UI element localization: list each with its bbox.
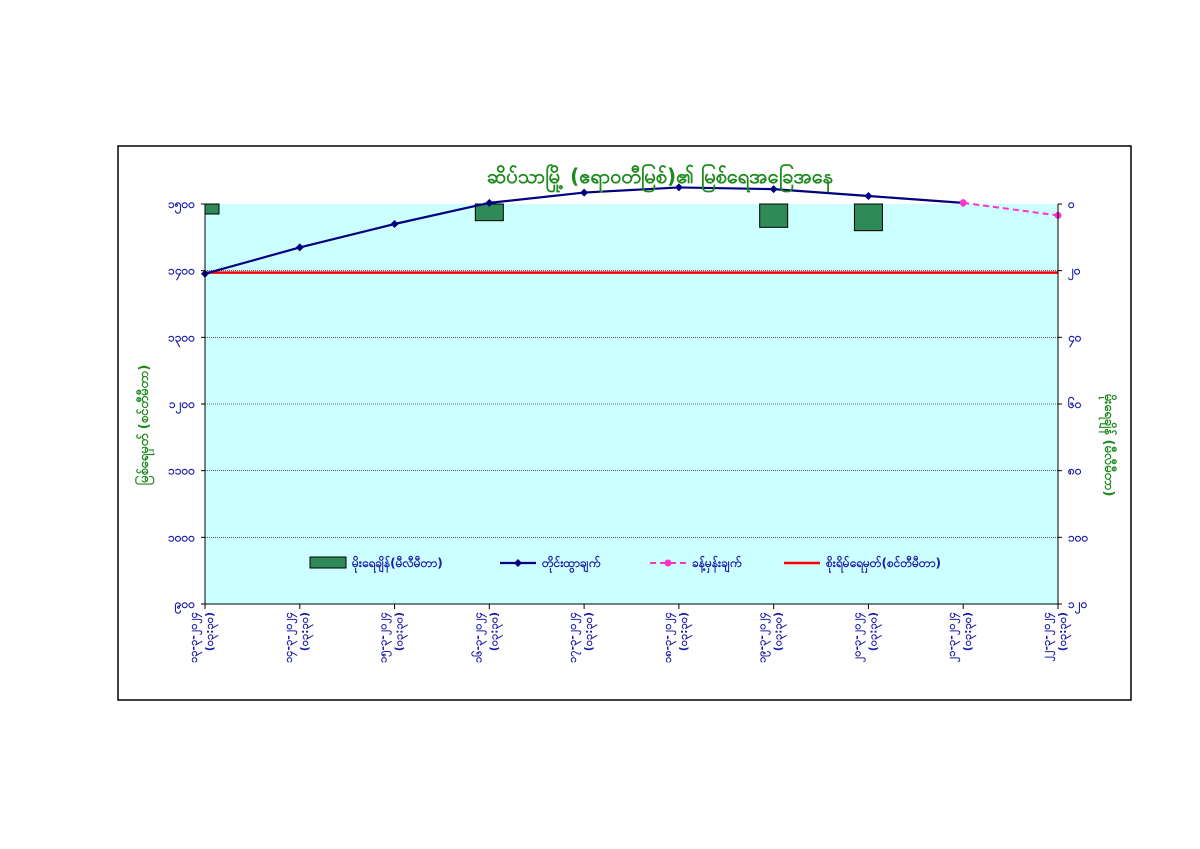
legend-observed-marker: [514, 559, 522, 567]
right-tick-label: ၀: [1067, 197, 1075, 211]
x-tick-date: ၁၉-၃-၂၀၂၄: [756, 612, 772, 663]
x-tick-date: ၁၈-၃-၂၀၂၄: [661, 612, 677, 663]
x-tick-time: (၀၃:၃၀): [772, 612, 788, 651]
observed-point: [580, 188, 589, 197]
x-axis-ticks: ၁၃-၃-၂၀၂၄ (၀၃:၃၀) ၁၄-၃-၂၀၂၄ (၀၃:၃၀) ၁၅-၃-၂၀၂…: [187, 604, 1072, 663]
left-tick-label: ၉၀၀: [174, 597, 196, 615]
x-tick-date: ၂၀-၃-၂၀၂၄: [850, 612, 866, 662]
legend-warning-label: စိုးရိမ်ရေမှတ်(စင်တီမီတာ): [825, 554, 941, 574]
left-axis-ticks: ၉၀၀ ၁၀၀၀ ၁၁၀၀ ၁၂၀၀ ၁၃၀၀ ၁၄၀၀ ၁၅၀၀: [168, 197, 205, 615]
left-tick-label: ၁၄၀၀: [168, 264, 195, 282]
x-tick-time: (၀၃:၃၀): [677, 612, 693, 651]
left-tick-label: ၁၂၀၀: [169, 397, 195, 415]
observed-point: [674, 183, 683, 192]
rainfall-bars: [204, 203, 883, 232]
observed-point: [864, 192, 873, 200]
x-tick-time: (၀၃:၃၀): [487, 612, 503, 651]
legend-forecast-marker: [664, 559, 672, 567]
x-tick-time: (၀၃:၃၀): [961, 612, 977, 651]
forecast-point: [959, 199, 967, 207]
right-tick-label: ၈၀: [1067, 464, 1082, 478]
rainfall-bar: [759, 203, 789, 228]
observed-point: [390, 220, 399, 228]
observed-point: [295, 243, 304, 252]
right-tick-label: ၆၀: [1067, 395, 1082, 411]
left-axis-label: မြစ်ရေမှတ် (စင်တီမီတာ): [134, 365, 155, 486]
right-tick-label: ၄၀: [1067, 330, 1082, 348]
x-tick-date: ၂၁-၃-၂၀၂၄: [945, 612, 961, 662]
right-tick-label: ၁၀၀: [1068, 530, 1089, 544]
legend-rainfall-swatch: [309, 556, 347, 569]
x-tick-date: ၁၃-၃-၂၀၂၄: [187, 612, 203, 663]
x-tick-date: ၁၆-၃-၂၀၂၄: [471, 612, 487, 663]
x-tick-time: (၀၃:၃၀): [393, 612, 409, 651]
right-axis-label: မိုးရေချိန် (မီလီမီတာ): [1098, 394, 1118, 497]
legend-rainfall-label: မိုးရေချိန်(မီလီမီတာ): [351, 554, 443, 574]
x-tick-date: ၂၂-၃-၂၀၂၄: [1040, 612, 1056, 661]
rainfall-bar: [204, 203, 220, 215]
x-tick-time: (၀၃:၃၀): [1056, 612, 1072, 651]
observed-point: [769, 185, 778, 194]
legend-observed-label: တိုင်းထွာချက်: [541, 554, 601, 574]
x-tick-time: (၀၃:၃၀): [582, 612, 598, 651]
left-tick-label: ၁၃၀၀: [168, 330, 195, 348]
left-tick-label: ၁၁၀၀: [168, 464, 195, 478]
right-tick-label: ၂၀: [1067, 264, 1081, 282]
x-tick-time: (၀၃:၃၀): [203, 612, 219, 651]
x-tick-date: ၁၄-၃-၂၀၂၄: [282, 612, 298, 663]
rainfall-bar: [853, 203, 883, 232]
legend-forecast-label: ခန့်မှန်းချက်: [692, 554, 742, 574]
x-tick-date: ၁၇-၃-၂၀၂၄: [566, 612, 582, 663]
left-tick-label: ၁၅၀၀: [168, 197, 195, 215]
x-tick-time: (၀၃:၃၀): [866, 612, 882, 651]
forecast-line: [963, 201, 1059, 217]
observed-point: [485, 198, 494, 207]
x-tick-time: (၀၃:၃၀): [298, 612, 314, 651]
left-tick-label: ၁၀၀၀: [168, 530, 195, 544]
gridlines: [205, 270, 1058, 538]
legend: မိုးရေချိန်(မီလီမီတာ) တိုင်းထွာချက် ခန့်မှ…: [309, 554, 941, 574]
right-tick-label: ၁၂၀: [1068, 597, 1088, 615]
x-tick-date: ၁၅-၃-၂၀၂၄: [377, 612, 393, 663]
